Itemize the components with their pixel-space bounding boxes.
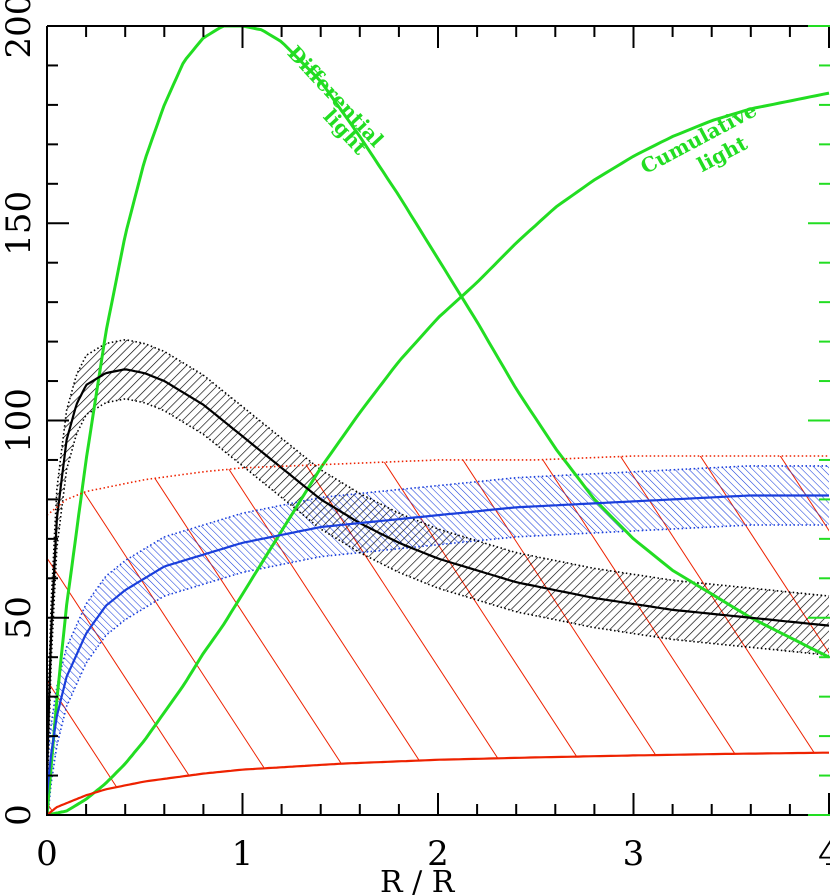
red-hatch-line xyxy=(209,456,461,815)
series-red-dotted xyxy=(47,455,829,516)
series-cumulative xyxy=(47,91,830,815)
y-tick-label: 0 xyxy=(0,804,39,826)
x-axis-title: R / R xyxy=(380,865,456,895)
series-differential xyxy=(47,26,830,815)
y-tick-label: 50 xyxy=(0,596,39,639)
x-tick-label: 4 xyxy=(818,834,830,874)
y-tick-label: 200 xyxy=(0,0,39,58)
black-profile-band-upper xyxy=(47,339,830,747)
black-profile-band xyxy=(47,339,829,806)
x-tick-label: 3 xyxy=(623,834,645,874)
x-tick-label: 1 xyxy=(232,834,254,874)
series-black-profile xyxy=(47,368,830,776)
series-blue-profile xyxy=(47,494,829,796)
black-profile-band-lower xyxy=(47,398,830,806)
y-tick-label: 100 xyxy=(0,388,39,453)
blue-profile-band-lower xyxy=(47,524,829,815)
blue-profile-band-upper xyxy=(47,465,829,766)
red-hatch-line xyxy=(129,456,381,815)
x-tick-label: 2 xyxy=(427,834,449,874)
red-hatch-line xyxy=(49,456,301,815)
y-tick-label: 150 xyxy=(0,191,39,256)
series-red-solid xyxy=(47,751,829,815)
red-hatch-line xyxy=(47,456,141,815)
x-tick-label: 0 xyxy=(36,834,58,874)
blue-profile-band xyxy=(47,465,829,815)
